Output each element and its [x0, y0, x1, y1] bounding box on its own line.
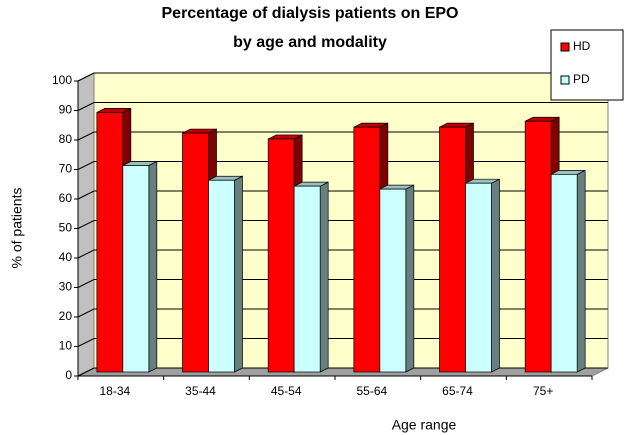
bar [439, 126, 466, 373]
x-tick-label: 65-74 [442, 384, 473, 398]
legend-swatch [560, 75, 570, 85]
grid-line [77, 190, 608, 200]
grid-line [77, 102, 608, 111]
y-tick-label: 20 [59, 309, 73, 323]
x-axis-title: Age range [392, 417, 457, 433]
x-tick-label: 75+ [533, 384, 553, 398]
bar-side [234, 175, 243, 373]
grid-line [77, 72, 608, 82]
bar [267, 138, 295, 373]
grid-line [77, 279, 608, 288]
grid-line [77, 249, 608, 259]
x-tick-label: 55-64 [356, 384, 387, 398]
y-tick-label: 90 [59, 103, 73, 117]
legend-label: HD [573, 39, 591, 53]
legend-label: PD [573, 72, 590, 86]
bar-side [576, 169, 586, 373]
bar [550, 174, 578, 373]
x-tick-label: 18-34 [99, 384, 130, 398]
grid-line [77, 367, 608, 377]
y-tick-label: 30 [59, 280, 73, 294]
x-tick-label: 35-44 [185, 384, 216, 398]
y-tick-label: 50 [59, 221, 73, 235]
grid-line [77, 220, 608, 229]
bar-side [148, 160, 158, 373]
grid-line [77, 161, 608, 170]
y-tick-label: 40 [59, 250, 73, 264]
bar [353, 126, 381, 373]
legend-box [550, 29, 624, 101]
x-tick-label: 45-54 [271, 384, 302, 398]
grid-line [77, 338, 608, 347]
bar [379, 188, 407, 373]
y-tick-label: 60 [59, 191, 73, 205]
bar [465, 182, 492, 373]
bar-side [491, 178, 500, 373]
bar-side [405, 184, 415, 373]
grid-line [77, 131, 608, 141]
bar [293, 185, 321, 373]
y-tick-label: 0 [65, 368, 72, 382]
legend-swatch [560, 42, 570, 52]
y-axis-title: % of patients [9, 188, 25, 269]
bar [122, 165, 150, 373]
bar [96, 112, 124, 373]
chart-title: Percentage of dialysis patients on EPO [162, 5, 459, 22]
y-tick-label: 80 [59, 132, 73, 146]
chart-title: by age and modality [233, 34, 387, 51]
bar [208, 179, 235, 373]
bar [524, 120, 552, 373]
grid-line [77, 308, 608, 318]
bar [182, 132, 209, 373]
y-tick-label: 100 [52, 73, 72, 87]
y-tick-label: 70 [59, 162, 73, 176]
bar-side [319, 181, 329, 373]
y-tick-label: 10 [59, 339, 73, 353]
